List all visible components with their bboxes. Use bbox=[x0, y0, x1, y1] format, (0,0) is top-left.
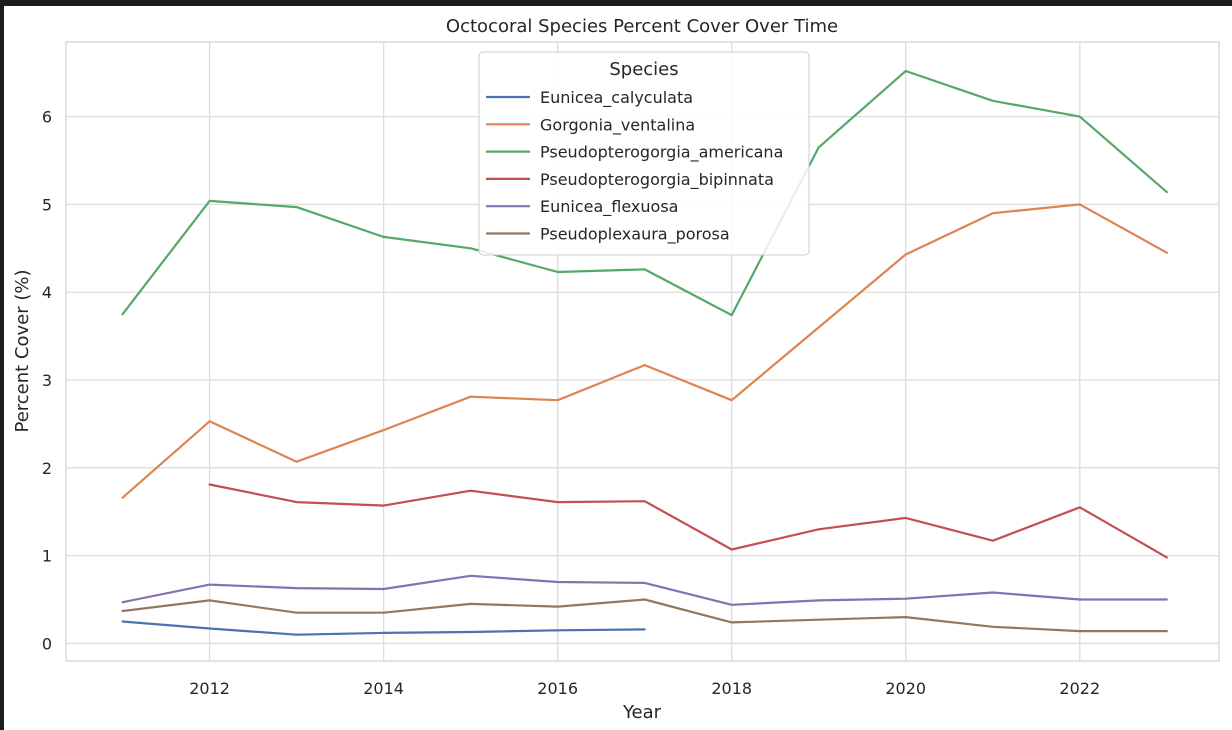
x-tick-label: 2014 bbox=[363, 679, 404, 698]
legend-label: Pseudopterogorgia_americana bbox=[540, 143, 783, 163]
series-line-eunicea-flexuosa bbox=[121, 574, 1168, 606]
y-tick-label: 6 bbox=[42, 108, 52, 127]
x-tick-labels: 2012 2014 2016 2018 2020 2022 bbox=[189, 679, 1100, 698]
series-line-eunicea-calyculata bbox=[121, 620, 646, 636]
legend: Species Eunicea_calyculata Gorgonia_venta… bbox=[478, 51, 810, 256]
y-tick-label: 3 bbox=[42, 371, 52, 390]
chart-figure: 2012 2014 2016 2018 2020 2022 0 1 2 3 4 5 6 Octocor… bbox=[4, 6, 1232, 730]
x-tick-label: 2016 bbox=[537, 679, 578, 698]
legend-label: Eunicea_flexuosa bbox=[540, 197, 678, 217]
legend-items: Eunicea_calyculata Gorgonia_ventalina Pseu… bbox=[486, 88, 783, 245]
legend-title: Species bbox=[609, 59, 678, 80]
x-tick-label: 2018 bbox=[711, 679, 752, 698]
grid-lines bbox=[66, 42, 1219, 661]
series-line-gorgonia-ventalina bbox=[121, 203, 1168, 499]
x-tick-label: 2022 bbox=[1059, 679, 1100, 698]
chart-title: Octocoral Species Percent Cover Over Tim… bbox=[446, 16, 838, 37]
legend-label: Pseudopterogorgia_bipinnata bbox=[540, 170, 774, 190]
y-axis-title: Percent Cover (%) bbox=[12, 269, 33, 432]
x-axis-title: Year bbox=[622, 702, 662, 723]
series-line-pseudopterogorgia-americana bbox=[121, 69, 1168, 317]
y-tick-label: 0 bbox=[42, 634, 52, 653]
y-tick-labels: 0 1 2 3 4 5 6 bbox=[42, 108, 52, 654]
y-tick-label: 4 bbox=[42, 283, 52, 302]
line-chart: 2012 2014 2016 2018 2020 2022 0 1 2 3 4 5 6 Octocor… bbox=[12, 16, 1220, 723]
legend-label: Pseudoplexaura_porosa bbox=[540, 225, 730, 245]
series-lines bbox=[121, 69, 1168, 636]
legend-label: Eunicea_calyculata bbox=[540, 88, 693, 108]
legend-label: Gorgonia_ventalina bbox=[540, 115, 695, 135]
y-tick-label: 5 bbox=[42, 195, 52, 214]
series-line-pseudopterogorgia-bipinnata bbox=[208, 483, 1168, 559]
x-tick-label: 2012 bbox=[189, 679, 230, 698]
legend-box bbox=[478, 51, 810, 256]
series-line-pseudoplexaura-porosa bbox=[121, 598, 1168, 633]
x-tick-label: 2020 bbox=[885, 679, 926, 698]
y-tick-label: 1 bbox=[42, 547, 52, 566]
y-tick-label: 2 bbox=[42, 459, 52, 478]
